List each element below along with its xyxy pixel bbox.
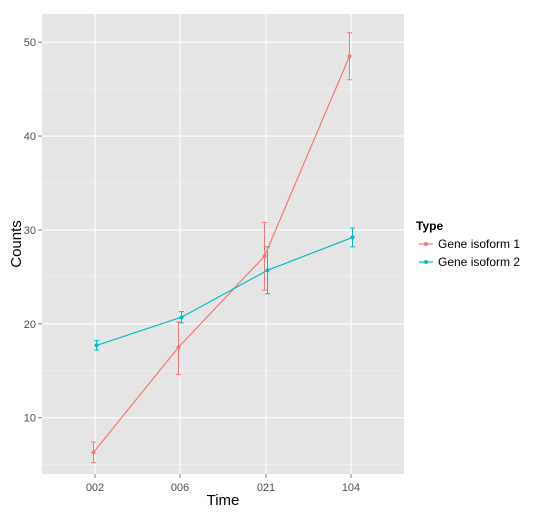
data-point (91, 450, 96, 455)
minor-gridlines (42, 88, 404, 465)
x-tick-label: 002 (86, 482, 104, 494)
y-axis-title: Counts (8, 220, 25, 268)
series-line (96, 236, 353, 346)
y-tick-label: 40 (24, 131, 36, 143)
legend-label: Gene isoform 1 (438, 237, 520, 251)
legend-key-point (424, 242, 428, 246)
legend-title: Type (416, 219, 443, 233)
x-tick-label: 104 (342, 482, 360, 494)
series-lines (93, 56, 353, 453)
legend-label: Gene isoform 2 (438, 255, 520, 269)
data-point (94, 343, 99, 348)
y-tick-label: 50 (24, 37, 36, 49)
data-points (91, 54, 355, 455)
data-point (262, 254, 267, 259)
x-tick-label: 006 (171, 482, 189, 494)
series-line (93, 56, 351, 453)
x-axis-ticks: 002 006 021 104 (86, 474, 360, 494)
data-point (265, 268, 270, 273)
y-tick-label: 30 (24, 225, 36, 237)
plot-panel (42, 14, 404, 474)
data-point (179, 315, 184, 320)
data-point (350, 235, 355, 240)
legend-key-point (424, 260, 428, 264)
y-axis-ticks: 10 20 30 40 50 (24, 37, 42, 425)
y-tick-label: 10 (24, 413, 36, 425)
y-tick-label: 20 (24, 319, 36, 331)
major-gridlines (42, 14, 404, 474)
data-point (347, 54, 352, 59)
legend: Type Gene isoform 1 Gene isoform 2 (416, 219, 520, 269)
x-axis-title: Time (207, 492, 240, 509)
x-tick-label: 021 (257, 482, 275, 494)
data-point (176, 345, 181, 350)
